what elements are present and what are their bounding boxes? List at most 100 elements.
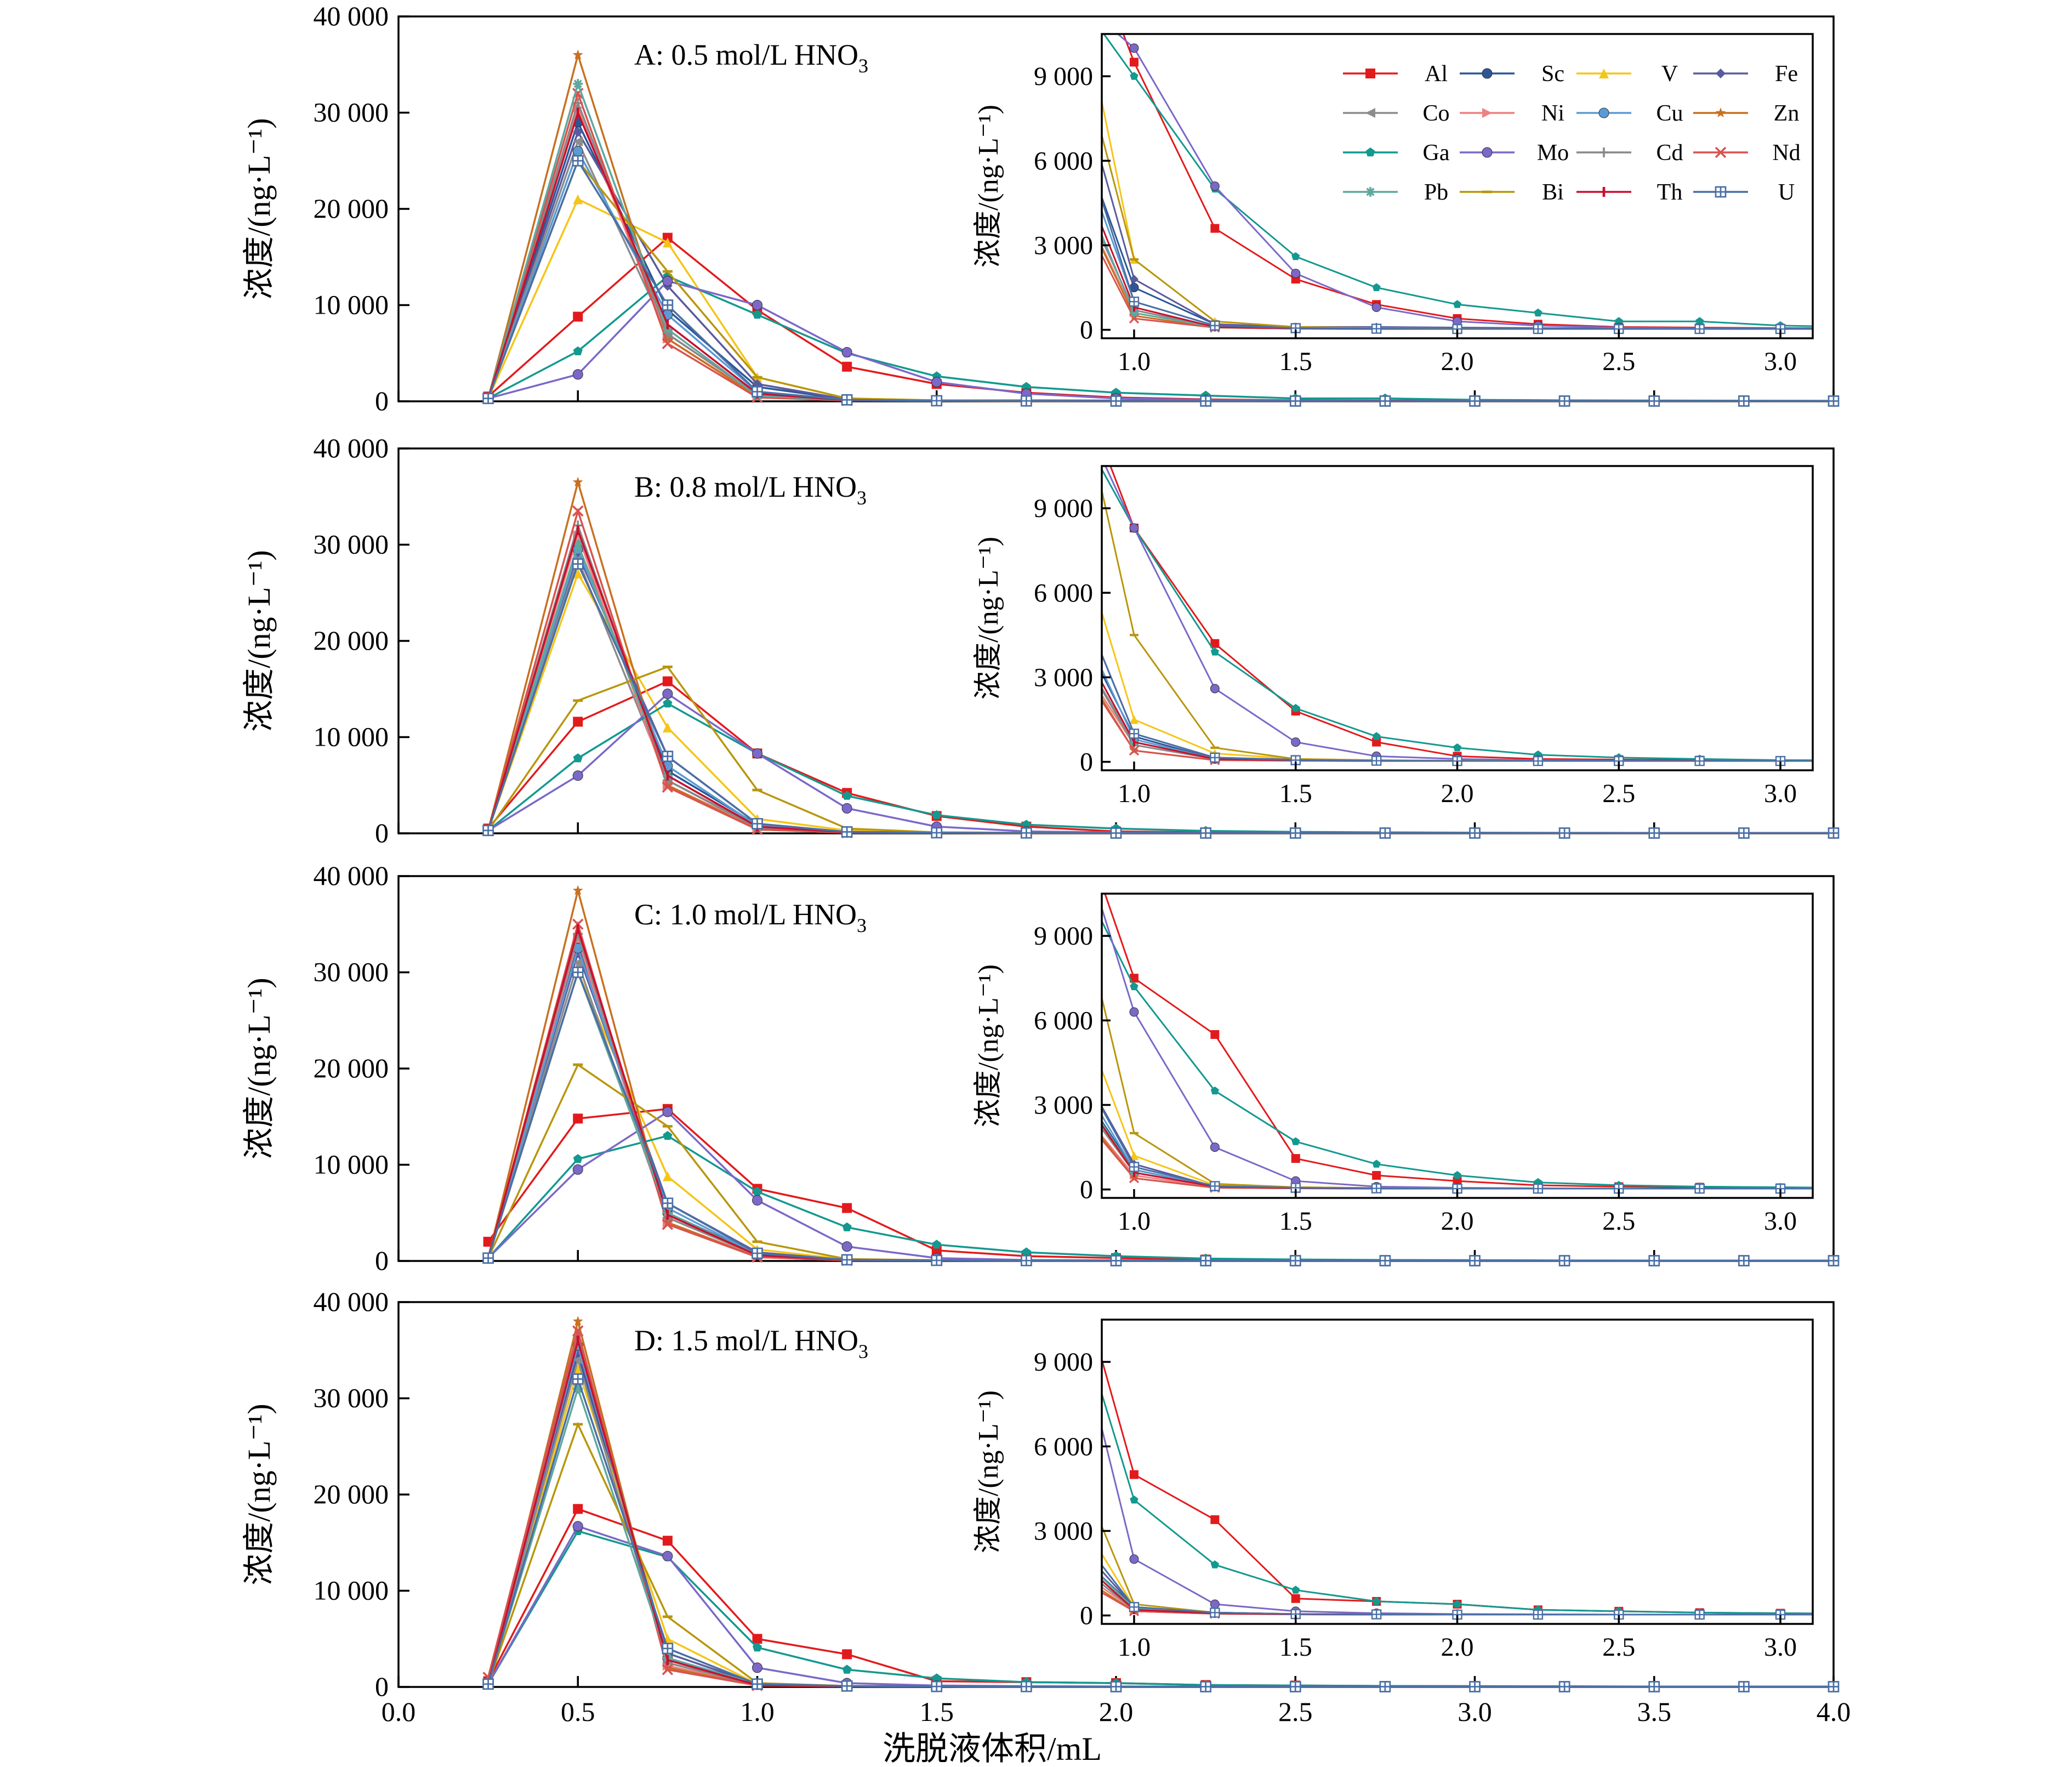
data-point-Ga	[573, 346, 583, 355]
y-tick-label: 20 000	[314, 1053, 389, 1083]
inset-x-tick-label: 1.0	[1118, 1633, 1151, 1662]
data-point-Ga	[752, 1643, 762, 1652]
y-tick-label: 30 000	[314, 529, 389, 560]
inset-point-U	[1290, 1183, 1301, 1193]
x-tick-label: 4.0	[1817, 1696, 1851, 1727]
inset-point-Ga	[1614, 317, 1623, 325]
inset-point-U	[1210, 1181, 1220, 1191]
y-tick-label: 20 000	[314, 625, 389, 656]
data-point-Mo	[572, 770, 583, 781]
data-point-U	[931, 827, 943, 839]
legend-label-Th: Th	[1657, 180, 1683, 205]
data-point-U	[752, 1678, 763, 1690]
inset-point-U	[1129, 1601, 1140, 1612]
data-point-Ga	[663, 698, 673, 708]
inset-x-tick-label: 1.0	[1118, 1207, 1151, 1236]
inset-x-tick-label: 2.0	[1441, 1633, 1474, 1662]
panel-title-subscript: 3	[858, 55, 868, 77]
inset-plot: 0 3 000 6 000 9 000 1.0 1.5 2.0 2.5 3.0 浓度/(ng·L⁻…	[973, 893, 1814, 1236]
data-point-U	[841, 394, 853, 406]
y-tick-label: 20 000	[314, 193, 389, 224]
inset-point-Ga	[1210, 1086, 1219, 1095]
data-point-Zn	[572, 1316, 583, 1326]
inset-point-U	[1129, 728, 1140, 739]
inset-point-U	[1371, 755, 1382, 766]
inset-point-U	[1694, 1183, 1705, 1194]
data-point-Pb	[573, 78, 583, 89]
data-point-U	[1469, 1255, 1481, 1266]
inset-point-Al	[1210, 1030, 1220, 1039]
inset-y-axis-label: 浓度/(ng·L⁻¹)	[973, 537, 1004, 700]
data-point-U	[1021, 1254, 1032, 1266]
x-tick-label: 1.5	[920, 1696, 954, 1727]
legend-label-Mo: Mo	[1537, 140, 1569, 166]
main-series-group	[482, 49, 1840, 407]
data-point-Nd	[662, 338, 674, 349]
data-point-U	[931, 1254, 943, 1266]
data-point-U	[1200, 1255, 1211, 1266]
inset-point-Fe	[1129, 275, 1139, 284]
inset-point-Ga	[1210, 647, 1219, 656]
data-point-Ga	[842, 1222, 852, 1231]
data-point-V	[573, 569, 583, 579]
y-axis-label: 浓度/(ng·L⁻¹)	[241, 550, 277, 732]
data-point-U	[1200, 1681, 1211, 1692]
legend-marker-Mo	[1482, 147, 1493, 158]
inset-y-tick-label: 6 000	[1034, 146, 1093, 175]
inset-point-Ga	[1695, 317, 1704, 325]
data-point-Al	[573, 717, 583, 727]
inset-y-tick-label: 3 000	[1034, 1090, 1093, 1120]
main-series-group	[482, 1316, 1840, 1692]
inset-point-Mo	[1129, 43, 1139, 53]
panel-D: 0 10 000 20 000 30 000 40 000 0.0 0.5 1.0 1.5 2.0…	[241, 1286, 1851, 1727]
y-tick-label: 40 000	[314, 433, 389, 463]
legend-marker-Fe	[1716, 69, 1726, 78]
inset-x-tick-label: 1.5	[1279, 1207, 1312, 1236]
data-point-U	[1648, 1681, 1660, 1692]
panel-title-subscript: 3	[858, 1340, 868, 1362]
y-tick-label: 40 000	[314, 1, 389, 31]
inset-point-U	[1614, 1609, 1624, 1620]
inset-plot: 0 3 000 6 000 9 000 1.0 1.5 2.0 2.5 3.0 浓度/(ng·L⁻…	[973, 33, 1814, 376]
x-tick-label: 0.0	[382, 1696, 416, 1727]
data-point-Co	[573, 957, 583, 968]
legend-marker-Sc	[1482, 68, 1493, 79]
inset-x-tick-label: 1.0	[1118, 779, 1151, 808]
data-point-Ga	[573, 1154, 583, 1163]
data-point-U	[1828, 1255, 1840, 1266]
data-point-U	[1738, 827, 1750, 839]
panel-C: 0 10 000 20 000 30 000 40 000 浓度/(ng·L⁻¹) C: 1…	[241, 860, 1840, 1276]
data-point-U	[1648, 827, 1660, 839]
data-point-U	[1558, 1255, 1570, 1266]
x-tick-label: 1.0	[740, 1696, 775, 1727]
data-point-Ga	[842, 791, 852, 800]
data-point-U	[482, 1252, 494, 1264]
inset-point-Ga	[1130, 1495, 1139, 1504]
data-point-Ga	[842, 1664, 852, 1674]
inset-y-tick-label: 0	[1080, 748, 1093, 777]
series-line-U	[487, 1376, 1834, 1688]
data-point-Al	[662, 1536, 673, 1546]
data-point-U	[1558, 827, 1570, 839]
inset-x-tick-label: 2.5	[1602, 347, 1635, 376]
data-point-U	[482, 1678, 494, 1690]
inset-point-U	[1210, 320, 1220, 331]
data-point-V	[662, 722, 673, 732]
inset-background	[1102, 466, 1813, 770]
data-point-U	[1738, 1255, 1750, 1266]
data-point-Mo	[662, 276, 673, 287]
data-point-U	[662, 299, 674, 311]
data-point-U	[1379, 1255, 1391, 1266]
inset-series-group	[1102, 1356, 1813, 1620]
x-tick-label: 3.5	[1637, 1696, 1672, 1727]
legend-label-Pb: Pb	[1424, 180, 1448, 205]
panel-title: D: 1.5 mol/L HNO3	[634, 1324, 868, 1362]
data-point-Mo	[572, 1164, 583, 1175]
legend-label-Ga: Ga	[1423, 140, 1450, 166]
inset-x-tick-label: 2.0	[1441, 1207, 1474, 1236]
data-point-Zn	[572, 885, 583, 895]
inset-y-tick-label: 9 000	[1034, 922, 1093, 951]
data-point-Nd	[662, 1664, 674, 1675]
inset-background	[1102, 34, 1813, 338]
data-point-U	[1110, 827, 1122, 839]
